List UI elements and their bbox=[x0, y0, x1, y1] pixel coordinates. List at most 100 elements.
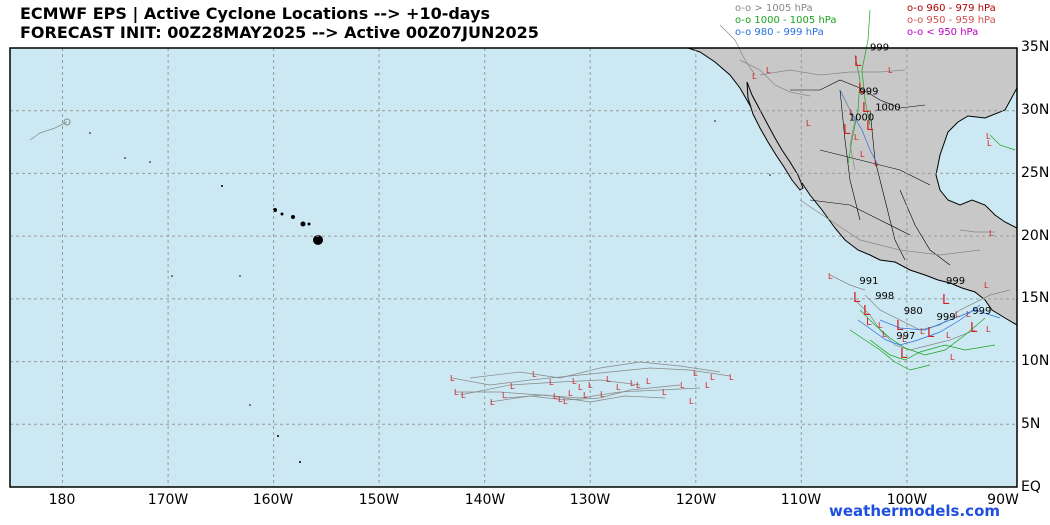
svg-text:L: L bbox=[616, 383, 621, 392]
svg-text:L: L bbox=[866, 119, 874, 134]
svg-text:L: L bbox=[920, 327, 925, 336]
lat-label-20n: 20N bbox=[1021, 228, 1050, 244]
svg-text:L: L bbox=[450, 374, 455, 383]
svg-text:L: L bbox=[970, 321, 978, 336]
map-frame bbox=[9, 47, 1018, 488]
svg-text:L: L bbox=[490, 398, 495, 407]
legend-1000-1005: o-o 1000 - 1005 hPa bbox=[735, 15, 837, 26]
pressure-label: 980 bbox=[904, 306, 923, 317]
legend-960-979: o-o 960 - 979 hPa bbox=[907, 3, 996, 14]
legend-950-959: o-o 950 - 959 hPa bbox=[907, 15, 996, 26]
svg-text:L: L bbox=[752, 72, 757, 81]
svg-text:L: L bbox=[693, 369, 698, 378]
land-islands bbox=[89, 120, 771, 463]
svg-text:L: L bbox=[966, 310, 971, 319]
svg-text:L: L bbox=[862, 101, 870, 116]
svg-text:L: L bbox=[646, 377, 651, 386]
svg-text:L: L bbox=[950, 353, 955, 362]
svg-text:L: L bbox=[866, 317, 872, 328]
marker-central-pacific bbox=[63, 118, 71, 126]
svg-text:L: L bbox=[986, 132, 991, 141]
lat-label-15n: 15N bbox=[1021, 290, 1050, 306]
land-north-america bbox=[687, 47, 1018, 326]
svg-text:L: L bbox=[583, 391, 588, 400]
svg-text:L: L bbox=[572, 377, 577, 386]
svg-text:L: L bbox=[558, 395, 563, 404]
svg-text:L: L bbox=[987, 139, 992, 148]
svg-text:L: L bbox=[896, 319, 904, 334]
svg-text:L: L bbox=[600, 390, 605, 399]
svg-text:L: L bbox=[636, 381, 641, 390]
svg-text:L: L bbox=[549, 378, 554, 387]
svg-text:L: L bbox=[806, 119, 811, 128]
svg-text:L: L bbox=[989, 229, 994, 238]
svg-text:L: L bbox=[588, 381, 593, 390]
title-line-2: FORECAST INIT: 00Z28MAY2025 --> Active 0… bbox=[20, 23, 539, 42]
pressure-label: 1000 bbox=[875, 103, 900, 114]
svg-text:L: L bbox=[853, 291, 861, 306]
pressure-label: 999 bbox=[937, 312, 956, 323]
svg-text:L: L bbox=[568, 389, 573, 398]
svg-text:L: L bbox=[888, 66, 893, 75]
lon-label-150w: 150W bbox=[358, 492, 400, 508]
credit-link[interactable]: weathermodels.com bbox=[829, 502, 1001, 520]
lon-label-120w: 120W bbox=[675, 492, 717, 508]
lat-label-25n: 25N bbox=[1021, 165, 1050, 181]
svg-text:L: L bbox=[502, 391, 507, 400]
lon-label-160w: 160W bbox=[252, 492, 294, 508]
pressure-label: 999 bbox=[859, 86, 878, 97]
svg-text:L: L bbox=[942, 293, 950, 308]
legend-lt950: o-o < 950 hPa bbox=[907, 27, 979, 38]
svg-text:L: L bbox=[860, 150, 865, 159]
svg-text:L: L bbox=[828, 272, 833, 281]
tracks-central-america bbox=[849, 289, 1011, 371]
pressure-label: 999 bbox=[870, 43, 889, 54]
lat-label-35n: 35N bbox=[1021, 39, 1050, 55]
svg-text:L: L bbox=[630, 379, 635, 388]
svg-text:L: L bbox=[705, 381, 710, 390]
svg-text:L: L bbox=[578, 383, 583, 392]
svg-text:L: L bbox=[854, 133, 859, 142]
svg-text:L: L bbox=[900, 347, 908, 362]
svg-text:L: L bbox=[553, 392, 558, 401]
svg-text:L: L bbox=[946, 331, 951, 340]
svg-text:L: L bbox=[849, 108, 854, 117]
svg-text:L: L bbox=[510, 382, 515, 391]
svg-text:L: L bbox=[878, 321, 883, 330]
svg-text:L: L bbox=[882, 330, 887, 339]
track-central-pacific bbox=[29, 121, 68, 141]
pressure-label: 991 bbox=[859, 276, 878, 287]
svg-text:L: L bbox=[955, 310, 960, 319]
lon-label-170w: 170W bbox=[147, 492, 189, 508]
svg-text:L: L bbox=[606, 375, 611, 384]
svg-text:L: L bbox=[689, 397, 694, 406]
pressure-label: 1000 bbox=[849, 113, 874, 124]
lon-label-110w: 110W bbox=[780, 492, 822, 508]
state-borders bbox=[790, 79, 951, 266]
svg-text:L: L bbox=[986, 325, 991, 334]
svg-text:L: L bbox=[563, 397, 568, 406]
legend-gt1005: o-o > 1005 hPa bbox=[735, 3, 813, 14]
svg-text:L: L bbox=[680, 381, 685, 390]
svg-text:L: L bbox=[984, 281, 989, 290]
svg-text:L: L bbox=[729, 373, 734, 382]
pressure-label: 999 bbox=[946, 276, 965, 287]
lon-label-140w: 140W bbox=[464, 492, 506, 508]
lat-label-5n: 5N bbox=[1021, 416, 1041, 432]
svg-text:L: L bbox=[858, 82, 866, 97]
svg-text:L: L bbox=[902, 335, 907, 344]
pressure-label: 998 bbox=[875, 291, 894, 302]
legend-980-999: o-o 980 - 999 hPa bbox=[735, 27, 824, 38]
lat-label-10n: 10N bbox=[1021, 353, 1050, 369]
svg-text:L: L bbox=[874, 159, 879, 168]
tracks-mexico bbox=[719, 9, 1016, 291]
svg-text:L: L bbox=[766, 66, 771, 75]
svg-text:L: L bbox=[461, 391, 466, 400]
svg-text:L: L bbox=[927, 326, 935, 341]
svg-text:L: L bbox=[454, 388, 459, 397]
tracks-east-pacific-west bbox=[451, 361, 731, 403]
svg-text:L: L bbox=[854, 55, 862, 70]
